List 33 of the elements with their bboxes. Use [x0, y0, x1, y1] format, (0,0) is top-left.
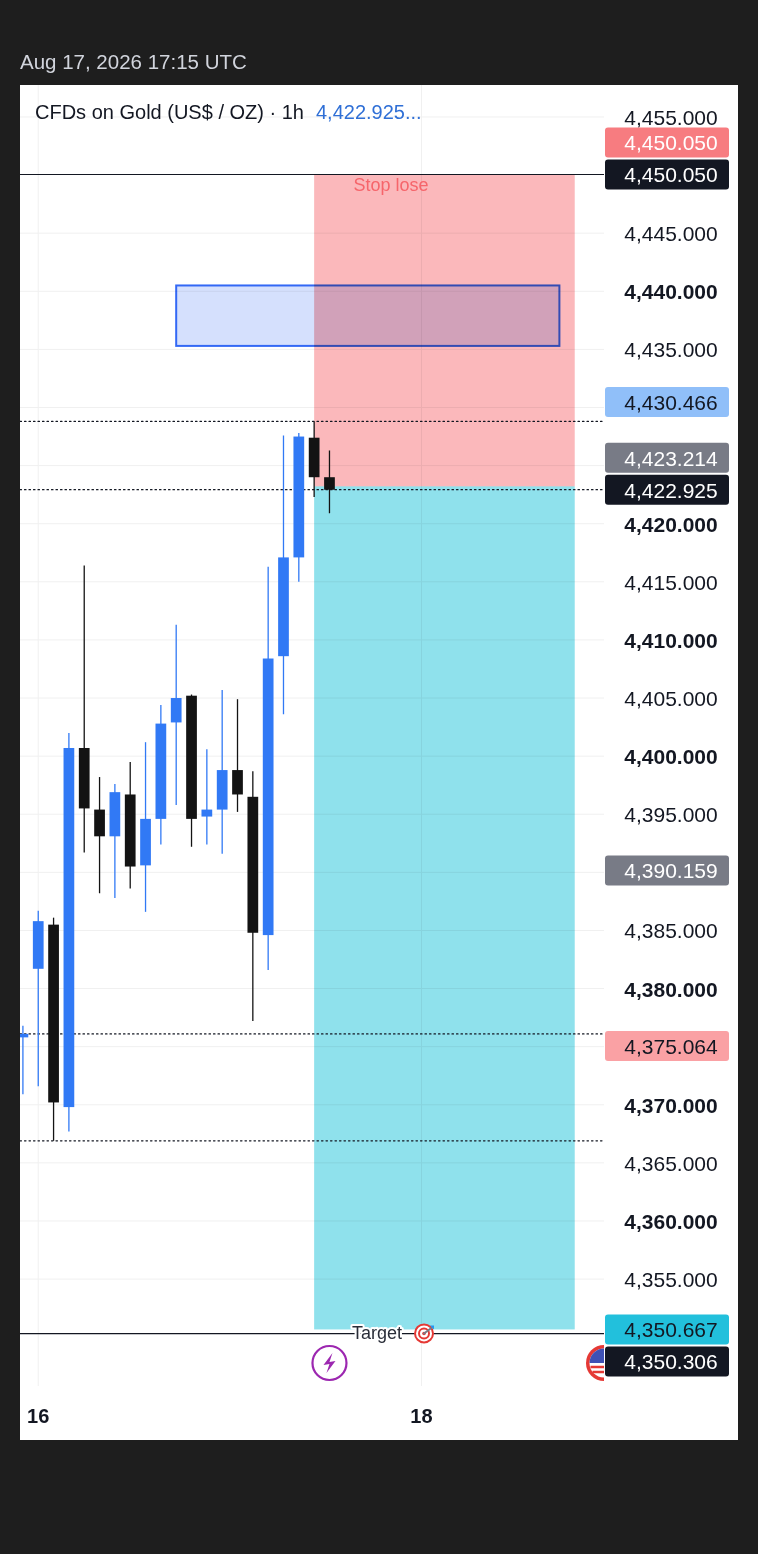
y-tick-label: 4,415.000 — [624, 570, 718, 594]
text: 4,423.214 — [624, 446, 719, 470]
y-tick-label: 4,435.000 — [624, 337, 718, 361]
y-tick-label: 4,440.000 — [624, 279, 718, 303]
annotation: 4,422.925... — [315, 101, 422, 123]
x-tick-label: 16 — [27, 1405, 50, 1427]
y-tick-label: 4,395.000 — [624, 802, 718, 826]
ref-line-label: 4,422.925 — [624, 478, 718, 502]
y-tick-label: 4,445.000 — [624, 221, 718, 245]
text: 4,375.064 — [624, 1034, 719, 1058]
text: 4,390.159 — [624, 858, 718, 882]
y-tick-label: 4,380.000 — [624, 977, 718, 1001]
y-tick-label: 4,385.000 — [624, 918, 718, 942]
y-tick-label: 4,360.000 — [624, 1209, 718, 1233]
y-tick-label: 4,370.000 — [624, 1093, 718, 1117]
y-tick-label: 4,410.000 — [624, 628, 718, 652]
text: 4,450.050 — [624, 130, 718, 154]
text: 4,350.667 — [624, 1317, 718, 1341]
y-tick-label: 4,355.000 — [624, 1267, 718, 1291]
band-label: Stop lose — [353, 175, 429, 196]
x-tick-label: 18 — [410, 1405, 433, 1427]
y-tick-label: 4,455.000 — [624, 105, 718, 129]
candlestick — [324, 449, 335, 514]
chart-subtitle: Aug 17, 2026 17:15 UTC — [20, 49, 247, 73]
y-tick-label: 4,420.000 — [624, 512, 718, 536]
y-tick-label: 4,400.000 — [624, 744, 718, 768]
y-tick-label: 4,365.000 — [624, 1151, 718, 1175]
candlestick — [201, 748, 213, 846]
text: CFDs on Gold (US$ / OZ) · 1h — [35, 101, 304, 123]
ref-line-label: 4,350.306 — [624, 1349, 718, 1373]
y-tick-label: 4,405.000 — [624, 686, 718, 710]
ref-line-label: 4,450.050 — [624, 162, 718, 186]
text: 4,430.466 — [624, 390, 718, 414]
